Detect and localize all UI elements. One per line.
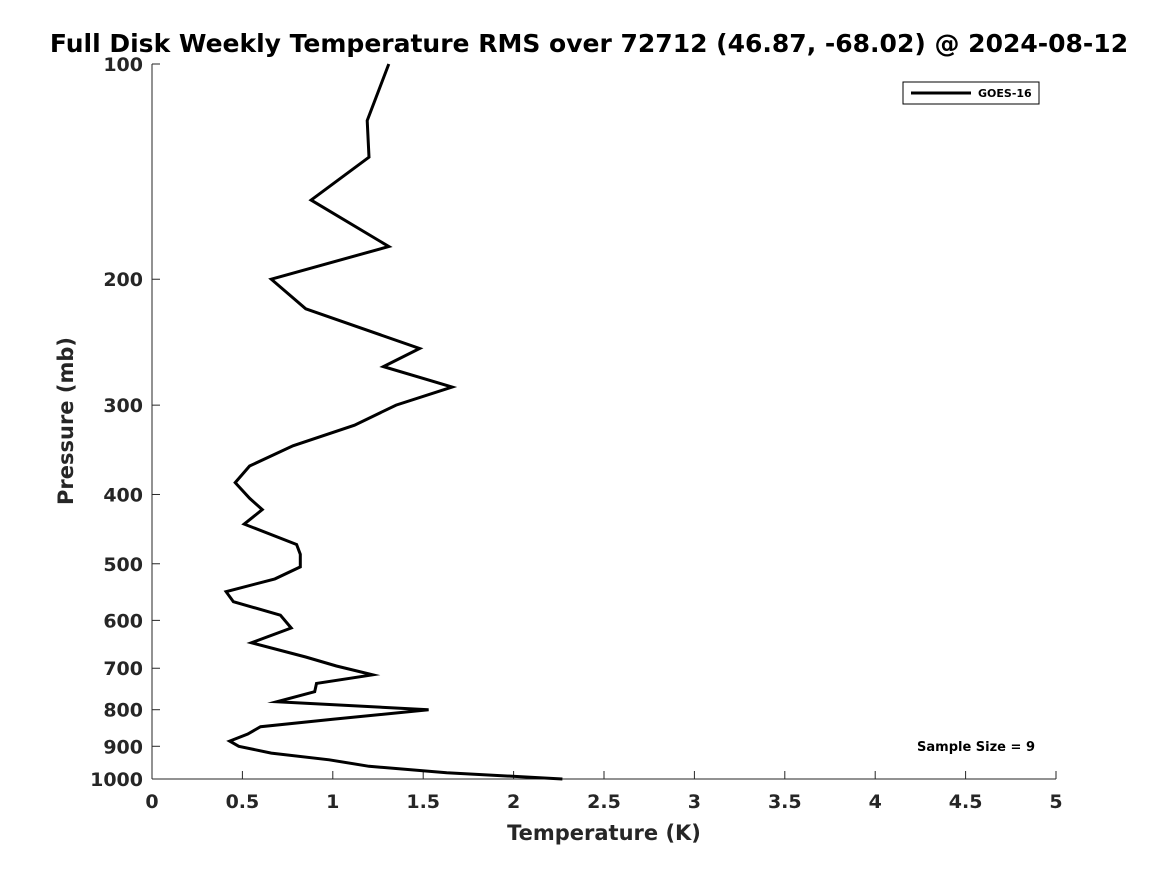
x-tick-label: 4.5 — [949, 791, 983, 813]
y-tick-label: 300 — [103, 395, 143, 417]
x-tick-label: 4 — [869, 791, 882, 813]
x-tick-label: 2.5 — [587, 791, 621, 813]
x-axis-label: Temperature (K) — [507, 821, 701, 845]
x-tick-label: 0 — [145, 791, 158, 813]
x-tick-label: 1 — [326, 791, 339, 813]
sample-size-annotation: Sample Size = 9 — [917, 740, 1035, 755]
x-tick-label: 3.5 — [768, 791, 802, 813]
x-ticks: 0 0.5 1 1.5 2 2.5 3 3.5 4 4.5 5 — [145, 771, 1063, 813]
x-tick-label: 5 — [1049, 791, 1062, 813]
legend-label-goes-16: GOES-16 — [978, 87, 1032, 100]
y-tick-label: 900 — [103, 736, 143, 758]
y-tick-label: 200 — [103, 269, 143, 291]
series-line-goes-16 — [223, 63, 563, 781]
x-tick-label: 2 — [507, 791, 520, 813]
y-tick-label: 1000 — [90, 769, 143, 791]
y-tick-label: 700 — [103, 658, 143, 680]
y-tick-label: 500 — [103, 554, 143, 576]
y-tick-label: 400 — [103, 484, 143, 506]
x-tick-label: 0.5 — [226, 791, 260, 813]
series-layer — [223, 63, 563, 781]
x-tick-label: 1.5 — [406, 791, 440, 813]
y-axis-label: Pressure (mb) — [54, 337, 78, 505]
legend: GOES-16 — [902, 81, 1040, 105]
y-tick-label: 800 — [103, 700, 143, 722]
y-ticks: 100 200 300 400 500 600 700 800 900 1000 — [90, 54, 160, 791]
chart-title: Full Disk Weekly Temperature RMS over 72… — [50, 29, 1128, 58]
y-tick-label: 600 — [103, 610, 143, 632]
x-tick-label: 3 — [688, 791, 701, 813]
plot-area: 0 0.5 1 1.5 2 2.5 3 3.5 4 4.5 5 100 200 300 400 500 600… — [90, 54, 1063, 813]
y-tick-label: 100 — [103, 54, 143, 76]
